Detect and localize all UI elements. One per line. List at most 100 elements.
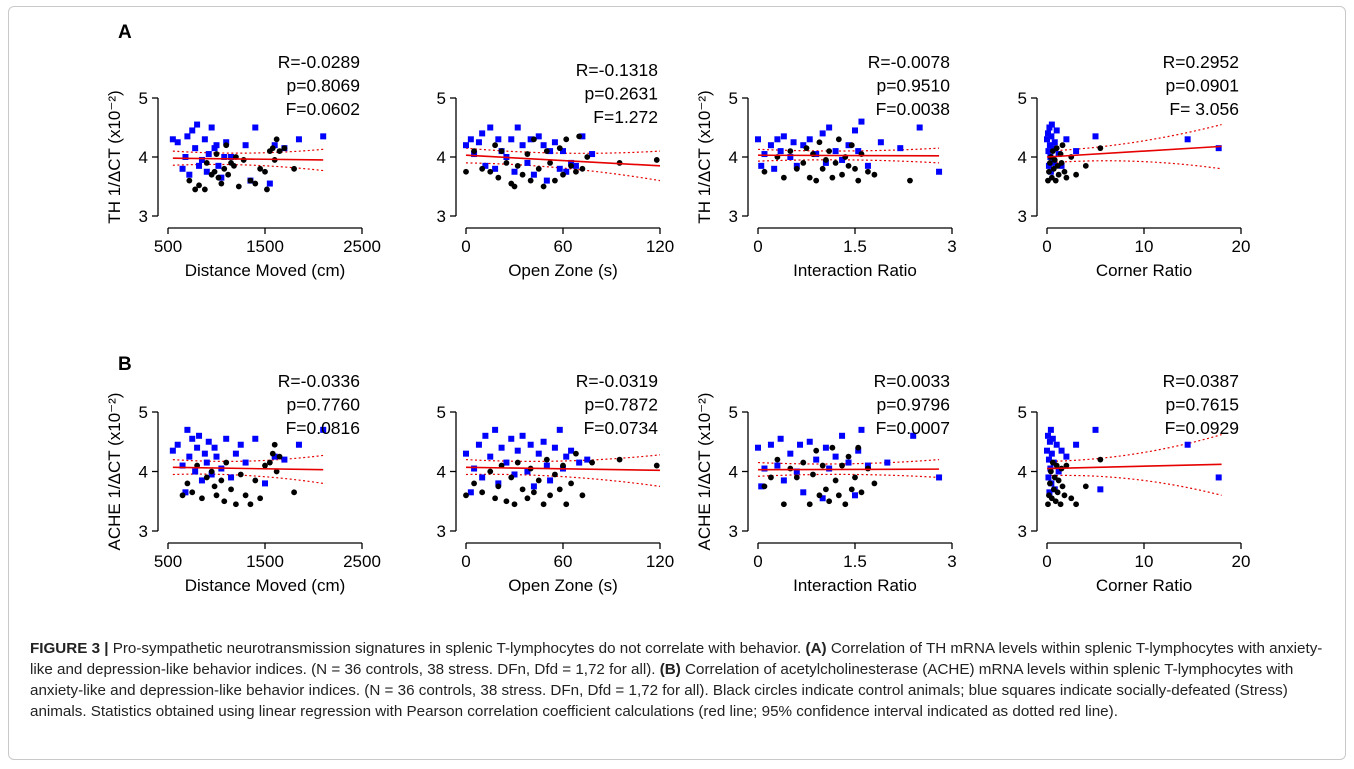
stress-point	[514, 124, 521, 131]
stress-point	[320, 133, 327, 140]
ci-upper-line	[1046, 434, 1222, 462]
stress-point	[174, 441, 181, 448]
control-point	[858, 489, 865, 496]
y-tick-label: 5	[1018, 89, 1027, 108]
control-point	[543, 148, 550, 155]
stress-point	[819, 130, 826, 137]
x-tick-label: 0	[753, 237, 762, 256]
stress-point	[196, 432, 203, 439]
stress-point	[242, 459, 249, 466]
plot-a-4	[1031, 97, 1242, 234]
control-point	[291, 165, 297, 172]
control-point	[563, 501, 570, 508]
stress-point	[179, 462, 186, 469]
y-tick-label: 4	[139, 148, 148, 167]
control-point	[225, 171, 232, 178]
x-tick-label: 20	[1232, 552, 1251, 571]
stress-point	[1048, 121, 1055, 128]
stress-point	[855, 148, 862, 155]
stress-point	[495, 480, 502, 487]
stats-label: p=0.7760	[287, 395, 361, 415]
control-point	[576, 133, 583, 140]
ci-lower-line	[1046, 474, 1222, 496]
stress-point	[1092, 133, 1099, 140]
stress-point	[777, 435, 784, 442]
control-point	[823, 157, 829, 163]
control-point	[531, 136, 537, 143]
control-point	[1061, 492, 1068, 499]
stress-point	[806, 136, 813, 143]
stress-point	[839, 432, 846, 439]
stress-point	[535, 450, 542, 457]
control-point	[803, 145, 810, 152]
control-point	[829, 174, 836, 181]
x-tick-label: 0	[753, 552, 762, 571]
stress-point	[761, 465, 768, 472]
stress-point	[194, 121, 201, 128]
stress-point	[208, 124, 215, 131]
stats-label: F=0.0038	[876, 99, 950, 119]
y-tick-label: 5	[139, 403, 148, 422]
ci-upper-line	[757, 147, 940, 152]
control-point	[855, 177, 862, 184]
stress-point	[186, 453, 193, 460]
stress-point	[1045, 456, 1052, 463]
control-point	[1047, 480, 1053, 487]
stress-point	[852, 492, 858, 499]
y-axis-label: TH 1/ΔCT (x10⁻²)	[695, 90, 714, 223]
control-point	[907, 177, 913, 184]
stress-point	[1058, 447, 1065, 454]
control-point	[1057, 501, 1064, 508]
stress-point	[463, 142, 469, 149]
stress-point	[511, 168, 518, 175]
stats-label: p=0.9796	[877, 395, 950, 415]
control-point	[213, 492, 220, 499]
stress-point	[813, 456, 820, 463]
control-point	[495, 483, 502, 490]
control-point	[547, 492, 553, 499]
control-point	[503, 160, 510, 166]
y-tick-label: 5	[437, 89, 446, 108]
control-point	[806, 174, 813, 181]
control-point	[535, 165, 542, 172]
stress-point	[767, 142, 774, 149]
stress-point	[793, 162, 800, 169]
stress-point	[568, 447, 575, 454]
stress-point	[540, 142, 547, 149]
control-point	[1059, 483, 1066, 490]
stress-point	[936, 474, 943, 481]
stress-point	[179, 165, 186, 172]
stress-point	[793, 468, 800, 475]
control-point	[1097, 145, 1104, 152]
stress-point	[527, 441, 534, 448]
control-point	[535, 477, 542, 484]
stress-point	[527, 136, 534, 143]
control-point	[780, 501, 787, 508]
stress-point	[1053, 127, 1060, 134]
control-point	[1045, 501, 1051, 508]
stress-point	[787, 154, 794, 160]
x-axis-label: Interaction Ratio	[793, 261, 917, 280]
control-point	[556, 145, 563, 152]
x-tick-label: 1500	[246, 552, 284, 571]
stress-point	[1055, 468, 1062, 475]
regression-line	[172, 157, 324, 161]
ci-lower-line	[172, 163, 324, 172]
stress-point	[503, 459, 510, 466]
stats-label: F= 3.056	[1169, 99, 1239, 119]
stats-label: R=0.0387	[1163, 371, 1239, 391]
stress-point	[845, 142, 852, 149]
control-point	[273, 468, 280, 475]
stress-point	[228, 474, 235, 481]
control-point	[848, 142, 855, 149]
control-point	[793, 165, 800, 172]
x-tick-label: 60	[554, 552, 573, 571]
plot-b-4	[1031, 411, 1242, 549]
control-point	[829, 444, 836, 451]
stress-point	[201, 450, 208, 457]
stress-point	[211, 444, 218, 451]
stress-point	[198, 156, 205, 163]
control-point	[218, 477, 225, 484]
x-axis-label: Distance Moved (cm)	[185, 261, 346, 280]
stress-point	[758, 162, 765, 169]
